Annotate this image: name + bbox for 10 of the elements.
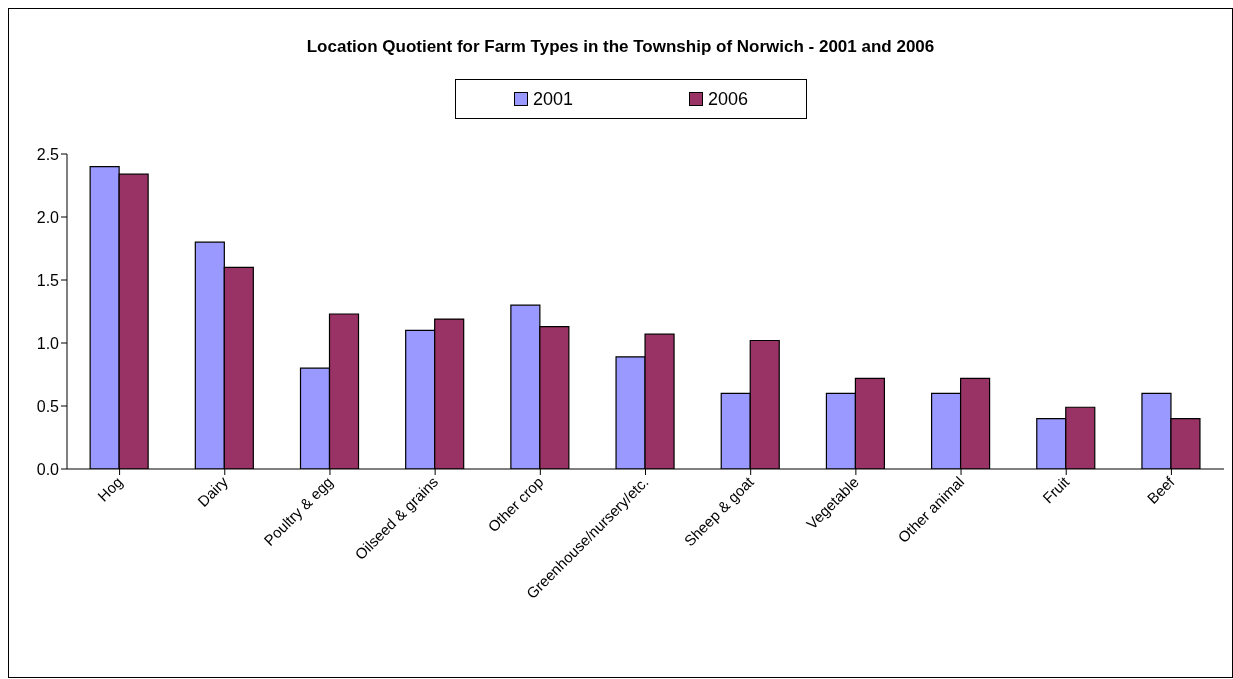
y-tick-label: 0.0 bbox=[36, 460, 60, 478]
legend-label: 2006 bbox=[706, 88, 749, 110]
y-tick-label: 0.5 bbox=[36, 397, 60, 415]
y-tick-label: 2.0 bbox=[36, 208, 60, 226]
y-tick-label: 1.5 bbox=[36, 271, 60, 289]
chart-title: Location Quotient for Farm Types in the Township of Norwich - 2001 and 2006 bbox=[305, 37, 936, 57]
legend-label: 2001 bbox=[531, 88, 574, 110]
y-tick-label: 1.0 bbox=[36, 334, 60, 352]
x-tick-label: Hog bbox=[94, 473, 126, 505]
y-tick-label: 2.5 bbox=[36, 145, 60, 163]
